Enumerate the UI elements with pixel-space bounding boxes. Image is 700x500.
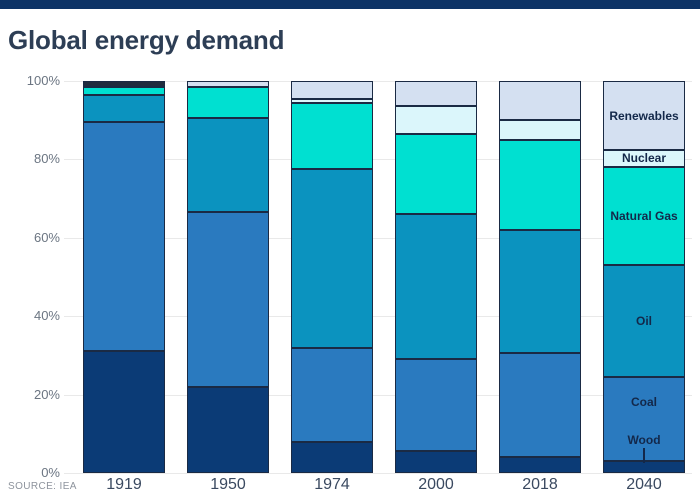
x-axis-label-1919: 1919 <box>106 476 142 493</box>
segment-2000-wood <box>395 451 477 473</box>
x-axis-label-1974: 1974 <box>314 476 350 493</box>
gridline-60 <box>64 237 692 239</box>
segment-2018-oil <box>499 229 581 354</box>
y-axis-tick-0: 0% <box>41 465 60 480</box>
segment-2000-nuclear <box>395 106 477 134</box>
gridline-100 <box>64 81 692 82</box>
segment-2018-natural-gas <box>499 139 581 230</box>
bar-1919 <box>83 81 165 473</box>
series-label-nuclear: Nuclear <box>621 151 667 166</box>
y-axis-tick-100: 100% <box>26 73 60 88</box>
series-label-coal: Coal <box>630 395 657 410</box>
series-label-wood: Wood <box>627 433 661 448</box>
segment-1919-natural-gas <box>83 86 165 95</box>
page-title: Global energy demand <box>8 25 285 55</box>
segment-1974-coal <box>291 347 373 442</box>
segment-1919-oil <box>83 94 165 123</box>
y-axis-tick-60: 60% <box>33 229 60 245</box>
y-axis-tick-80: 80% <box>33 151 60 167</box>
segment-1974-wood <box>291 441 373 473</box>
header-bar <box>0 0 700 9</box>
segment-1950-oil <box>187 118 269 213</box>
segment-1919-wood <box>83 351 165 473</box>
segment-2000-oil <box>395 214 477 360</box>
bar-1950 <box>187 81 269 473</box>
wood-leader-tick <box>643 448 645 464</box>
series-label-natural-gas: Natural Gas <box>610 209 678 224</box>
segment-1919-renewables <box>83 81 165 87</box>
segment-1950-renewables <box>187 81 269 87</box>
segment-1919-coal <box>83 122 165 352</box>
series-label-renewables: Renewables <box>609 109 679 124</box>
bar-2000 <box>395 81 477 473</box>
segment-2018-coal <box>499 353 581 458</box>
segment-1950-wood <box>187 386 269 473</box>
x-axis-label-2040: 2040 <box>626 476 662 493</box>
y-axis-tick-20: 20% <box>33 386 60 402</box>
segment-2000-natural-gas <box>395 133 477 215</box>
segment-1974-renewables <box>291 81 373 99</box>
series-label-oil: Oil <box>635 313 652 328</box>
segment-1950-coal <box>187 212 269 387</box>
segment-2040-nuclear <box>603 149 685 168</box>
y-axis: 100% 80% 60% 40% 20% 0% <box>0 0 62 500</box>
segment-2000-renewables <box>395 81 477 107</box>
y-axis-tick-40: 40% <box>33 308 60 324</box>
segment-2040-oil <box>603 265 685 377</box>
x-axis-label-2018: 2018 <box>522 476 558 493</box>
segment-2040-renewables <box>603 81 685 150</box>
bar-2040: Renewables Nuclear Natural Gas Oil Coal Wood <box>603 81 685 473</box>
segment-1974-natural-gas <box>291 102 373 170</box>
bar-2018 <box>499 81 581 473</box>
source-attribution: SOURCE: IEA <box>8 481 77 492</box>
gridline-0 <box>64 473 692 474</box>
gridline-20 <box>64 394 692 396</box>
segment-1950-natural-gas <box>187 86 269 119</box>
segment-1974-oil <box>291 169 373 348</box>
segment-2000-coal <box>395 359 477 452</box>
gridline-40 <box>64 316 692 318</box>
x-axis-label-1950: 1950 <box>210 476 246 493</box>
segment-1974-nuclear <box>291 98 373 103</box>
bar-1974 <box>291 81 373 473</box>
segment-2040-natural-gas <box>603 167 685 266</box>
gridline-80 <box>64 159 692 161</box>
segment-2018-nuclear <box>499 120 581 140</box>
segment-2018-wood <box>499 457 581 473</box>
plot-area: Renewables Nuclear Natural Gas Oil Coal Wood <box>64 81 692 474</box>
x-axis-label-2000: 2000 <box>418 476 454 493</box>
segment-2018-renewables <box>499 81 581 121</box>
